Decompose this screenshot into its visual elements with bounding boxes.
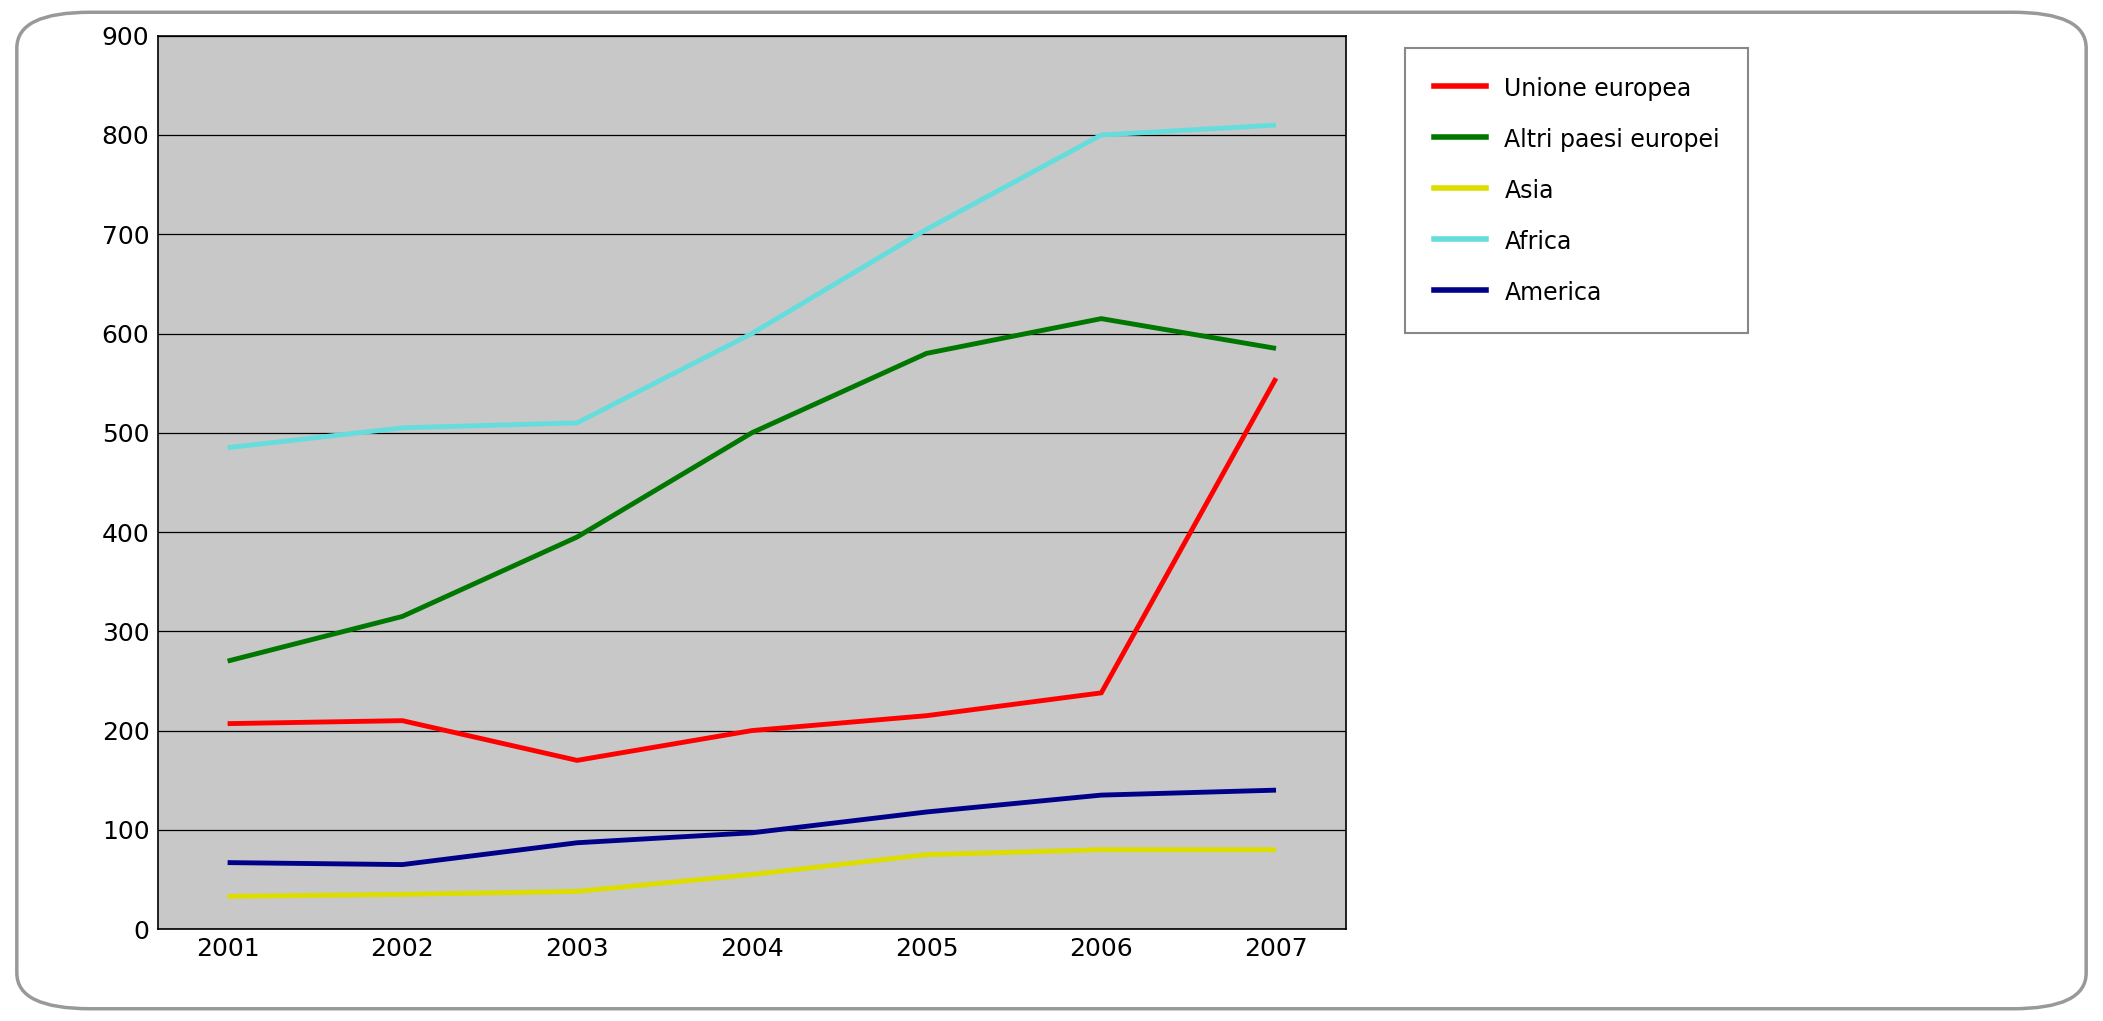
Unione europea: [915, 710, 940, 722]
Altri paesi europei: [215, 655, 240, 668]
Africa: [915, 224, 940, 236]
America: [215, 857, 240, 869]
Altri paesi europei: [1089, 312, 1115, 325]
Altri paesi europei: [1264, 342, 1289, 354]
Africa: [738, 328, 763, 340]
America: [389, 859, 414, 871]
Unione europea: [564, 755, 589, 767]
Altri paesi europei: [738, 427, 763, 439]
Unione europea: [215, 718, 240, 730]
Asia: [389, 888, 414, 901]
Asia: [1089, 843, 1115, 856]
Unione europea: [1089, 687, 1115, 699]
Unione europea: [738, 725, 763, 737]
Africa: [389, 422, 414, 434]
Line: America: America: [227, 790, 1277, 865]
Asia: [915, 848, 940, 861]
Asia: [1264, 843, 1289, 856]
America: [738, 827, 763, 839]
America: [1089, 789, 1115, 801]
Asia: [738, 869, 763, 881]
Line: Unione europea: Unione europea: [227, 378, 1277, 761]
Africa: [1264, 119, 1289, 132]
Asia: [564, 885, 589, 897]
Line: Asia: Asia: [227, 849, 1277, 896]
Altri paesi europei: [564, 531, 589, 543]
Line: Altri paesi europei: Altri paesi europei: [227, 319, 1277, 662]
Africa: [564, 417, 589, 429]
Africa: [215, 441, 240, 453]
America: [1264, 784, 1289, 796]
Unione europea: [389, 715, 414, 727]
Altri paesi europei: [389, 611, 414, 623]
Africa: [1089, 129, 1115, 141]
America: [915, 806, 940, 818]
Line: Africa: Africa: [227, 126, 1277, 447]
Legend: Unione europea, Altri paesi europei, Asia, Africa, America: Unione europea, Altri paesi europei, Asi…: [1405, 48, 1748, 334]
FancyBboxPatch shape: [17, 12, 2086, 1009]
America: [564, 836, 589, 848]
Altri paesi europei: [915, 347, 940, 359]
Asia: [215, 890, 240, 903]
Unione europea: [1264, 372, 1289, 384]
